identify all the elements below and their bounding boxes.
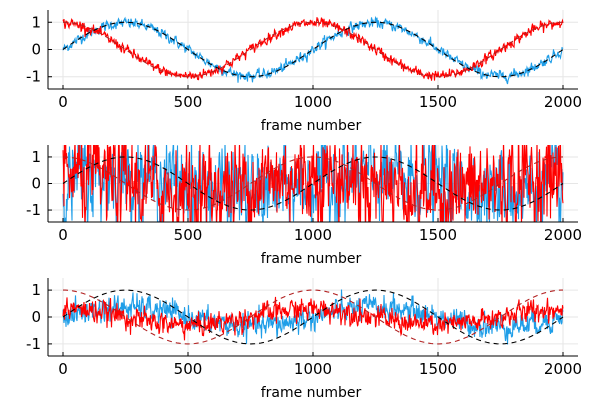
reference-line xyxy=(63,289,563,345)
reference-line xyxy=(62,289,564,345)
x-tick-label: 1000 xyxy=(294,226,332,244)
x-tick-label: 1500 xyxy=(419,360,457,378)
x-tick-label: 2000 xyxy=(544,93,582,111)
y-tick-label: -1 xyxy=(26,68,41,86)
subplot-1: 0 500 1000 1500 2000 1 0 -1 frame number xyxy=(26,10,582,134)
subplot-2-x-tick-labels: 0 500 1000 1500 2000 xyxy=(58,226,582,244)
x-tick-label: 2000 xyxy=(544,226,582,244)
y-tick-label: 0 xyxy=(31,41,41,59)
estimate-line xyxy=(62,296,564,341)
y-tick-label: 1 xyxy=(31,13,41,31)
subplot-2-axes xyxy=(47,145,578,223)
y-tick-label: 0 xyxy=(31,175,41,193)
x-tick-label: 2000 xyxy=(544,360,582,378)
x-tick-label: 500 xyxy=(174,226,203,244)
estimate-line xyxy=(62,15,564,85)
estimate-line xyxy=(62,17,564,81)
subplot-1-series xyxy=(62,15,564,85)
x-tick-label: 0 xyxy=(58,226,68,244)
subplot-3-series xyxy=(62,289,564,345)
subplot-2-y-tick-labels: 1 0 -1 xyxy=(26,148,41,219)
subplot-3-x-tick-labels: 0 500 1000 1500 2000 xyxy=(58,360,582,378)
x-tick-label: 0 xyxy=(58,93,68,111)
y-tick-label: 1 xyxy=(31,148,41,166)
x-tick-label: 1500 xyxy=(419,93,457,111)
subplot-1-x-tick-labels: 0 500 1000 1500 2000 xyxy=(58,93,582,111)
subplot-2-series xyxy=(62,145,564,222)
x-tick-label: 0 xyxy=(58,360,68,378)
subplot-1-y-tick-labels: 1 0 -1 xyxy=(26,13,41,85)
x-tick-label: 1000 xyxy=(294,93,332,111)
x-axis-label: frame number xyxy=(261,118,362,134)
subplot-2: 0 500 1000 1500 2000 1 0 -1 frame number xyxy=(26,145,582,267)
y-tick-label: 0 xyxy=(31,308,41,326)
x-tick-label: 500 xyxy=(174,360,203,378)
x-tick-label: 1000 xyxy=(294,360,332,378)
y-tick-label: 1 xyxy=(31,281,41,299)
x-tick-label: 1500 xyxy=(419,226,457,244)
reference-line xyxy=(62,156,564,211)
x-axis-label: frame number xyxy=(261,385,362,400)
subplot-3-y-tick-labels: 1 0 -1 xyxy=(26,281,41,353)
subplot-3: 0 500 1000 1500 2000 1 0 -1 frame number xyxy=(26,278,582,400)
subplot-1-axes xyxy=(47,10,578,90)
y-tick-label: -1 xyxy=(26,335,41,353)
y-tick-label: -1 xyxy=(26,201,41,219)
x-axis-label: frame number xyxy=(261,251,362,267)
subplot-3-axes xyxy=(47,278,578,357)
reference-line xyxy=(62,156,564,211)
reference-line xyxy=(62,21,564,78)
x-tick-label: 500 xyxy=(174,93,203,111)
reference-line xyxy=(63,21,563,78)
